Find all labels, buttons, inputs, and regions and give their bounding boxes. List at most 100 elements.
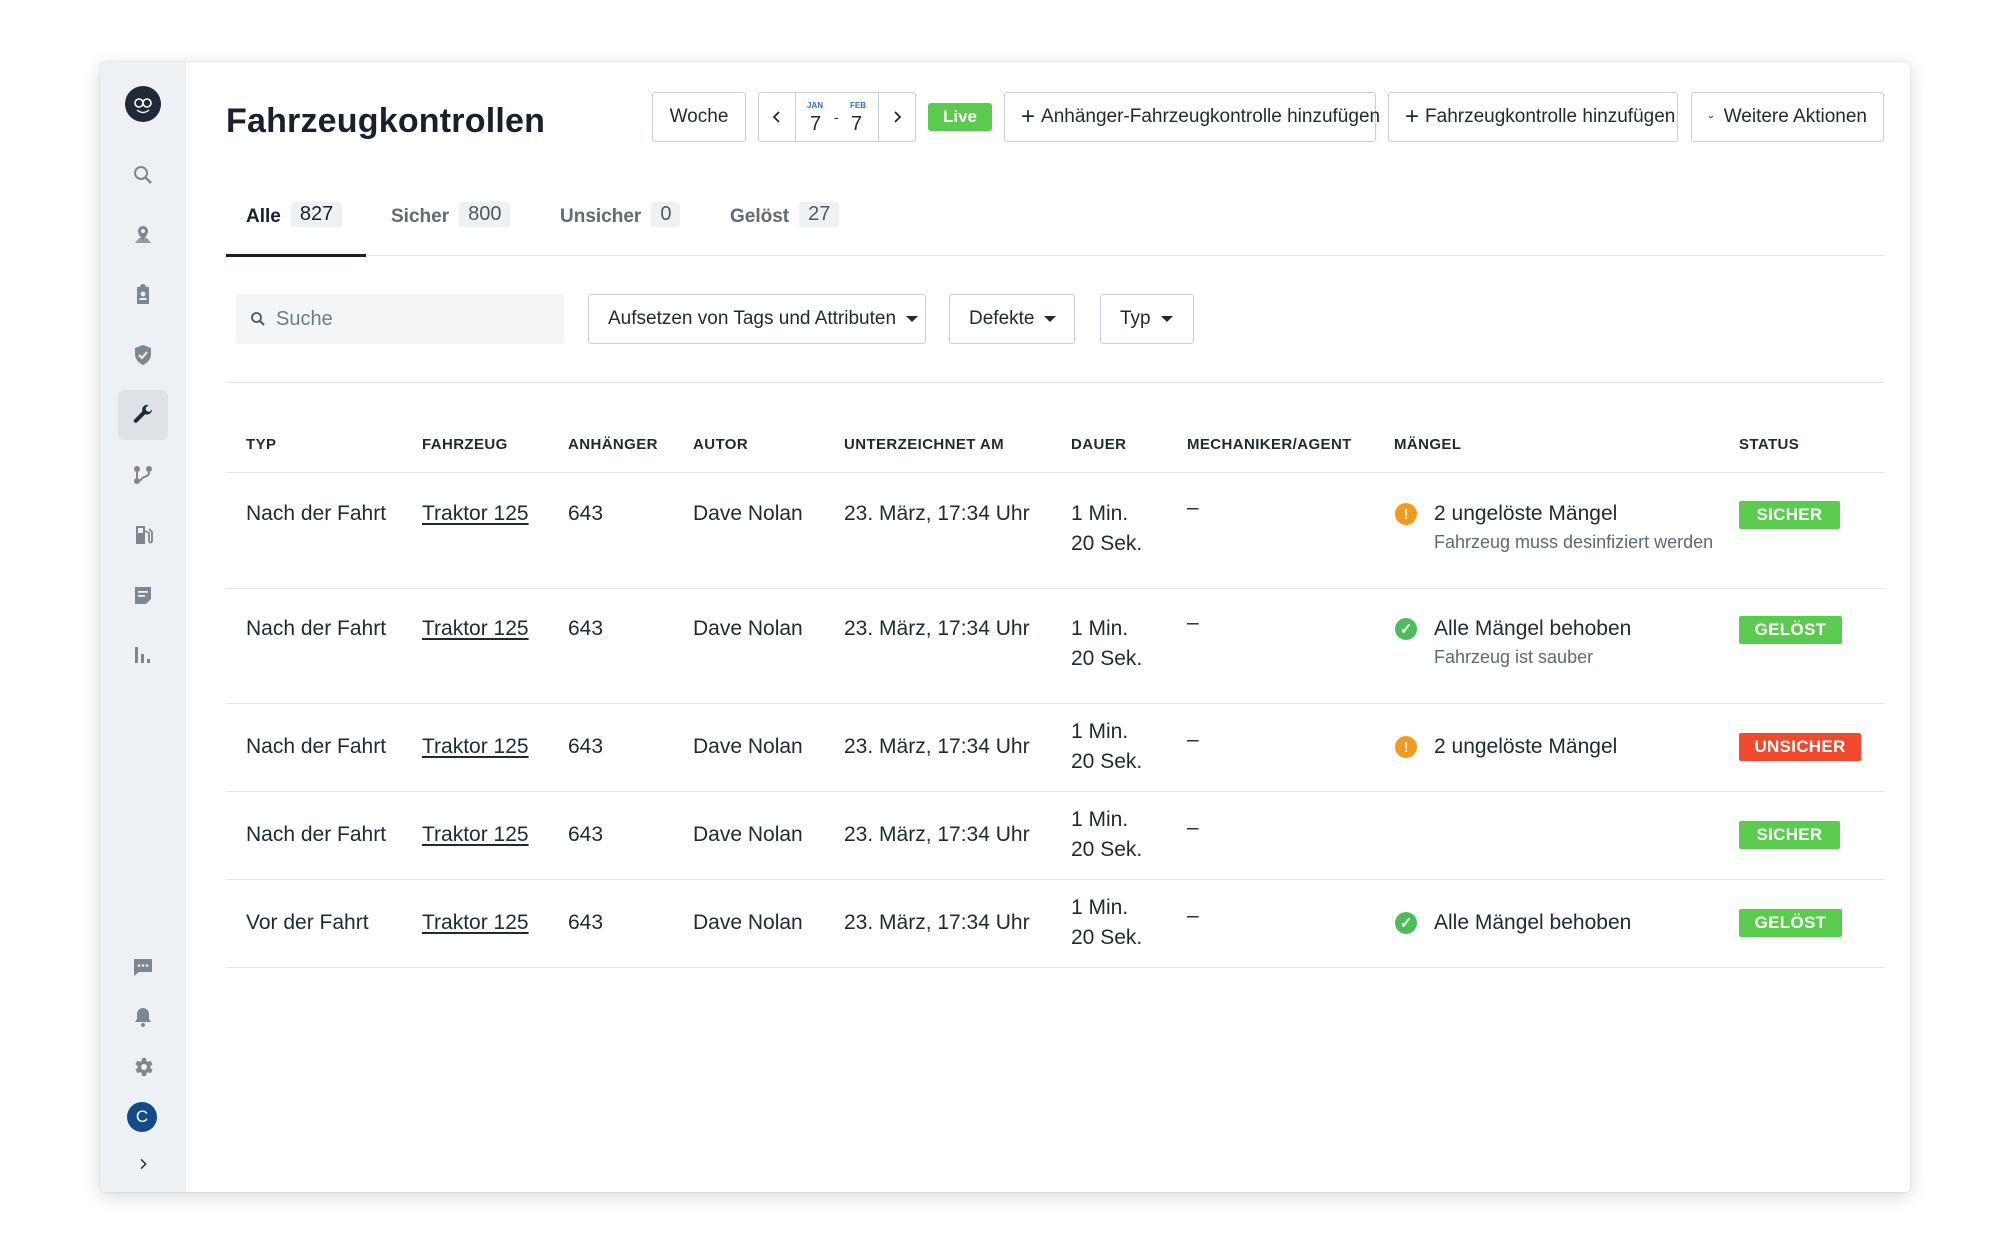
defect-summary: 2 ungelöste Mängel xyxy=(1434,735,1618,758)
cell-defects: 2 ungelöste Mängel Fahrzeug muss desinfi… xyxy=(1434,499,1713,555)
cell-signed: 23. März, 17:34 Uhr xyxy=(844,502,1030,525)
sidebar-item-map[interactable] xyxy=(118,210,168,260)
page-title: Fahrzeugkontrollen xyxy=(226,102,546,140)
date-range-display[interactable]: JAN 7 - FEB 7 xyxy=(795,93,879,141)
column-header-mechanic[interactable]: MECHANIKER/AGENT xyxy=(1187,436,1352,453)
column-header-author[interactable]: AUTOR xyxy=(693,436,749,453)
previous-period-button[interactable] xyxy=(759,93,795,141)
chevron-right-icon xyxy=(894,111,902,123)
cell-author: Dave Nolan xyxy=(693,823,803,846)
date-separator: - xyxy=(834,109,839,125)
vehicle-link[interactable]: Traktor 125 xyxy=(422,502,529,525)
table-row[interactable]: Nach der Fahrt Traktor 125 643 Dave Nola… xyxy=(226,588,1884,704)
map-pin-icon xyxy=(135,226,151,243)
next-period-button[interactable] xyxy=(879,93,915,141)
sidebar-item-search[interactable] xyxy=(118,150,168,200)
cell-author: Dave Nolan xyxy=(693,735,803,758)
search-icon xyxy=(134,166,152,184)
add-inspection-label: Fahrzeugkontrolle hinzufügen xyxy=(1425,106,1676,127)
sidebar-item-reports[interactable] xyxy=(118,570,168,620)
tab-count: 827 xyxy=(290,202,343,227)
sidebar-item-notifications[interactable] xyxy=(118,992,168,1042)
sidebar-item-fuel[interactable] xyxy=(118,510,168,560)
sidebar-item-documents[interactable] xyxy=(118,270,168,320)
vehicle-link[interactable]: Traktor 125 xyxy=(422,823,529,846)
column-header-status[interactable]: STATUS xyxy=(1739,436,1800,453)
warning-icon: ! xyxy=(1395,503,1417,525)
column-header-type[interactable]: TYP xyxy=(246,436,277,453)
add-trailer-inspection-button[interactable]: + Anhänger-Fahrzeugkontrolle hinzufügen xyxy=(1004,92,1380,142)
tab-count: 0 xyxy=(651,202,681,227)
cell-author: Dave Nolan xyxy=(693,502,803,525)
column-header-vehicle[interactable]: FAHRZEUG xyxy=(422,436,508,453)
column-header-signed[interactable]: UNTERZEICHNET AM xyxy=(844,436,1005,453)
sidebar-item-messages[interactable] xyxy=(118,942,168,992)
column-header-duration[interactable]: DAUER xyxy=(1071,436,1127,453)
caret-down-icon xyxy=(1044,316,1057,322)
sidebar-item-settings[interactable] xyxy=(118,1042,168,1092)
cell-mechanic: – xyxy=(1187,728,1199,751)
vehicle-link[interactable]: Traktor 125 xyxy=(422,735,529,758)
vehicle-link[interactable]: Traktor 125 xyxy=(422,911,529,934)
bar-chart-icon xyxy=(135,647,150,663)
app-logo[interactable] xyxy=(125,86,161,122)
chevron-right-icon xyxy=(140,1158,147,1170)
cell-trailer: 643 xyxy=(568,617,604,640)
status-tabs: Alle 827 Sicher 800 Unsicher 0 Gelöst 27 xyxy=(226,202,1884,257)
tags-filter-dropdown[interactable]: Aufsetzen von Tags und Attributen xyxy=(588,294,926,344)
tab-all[interactable]: Alle 827 xyxy=(226,202,366,257)
cell-type: Nach der Fahrt xyxy=(246,735,387,758)
chevron-left-icon xyxy=(772,111,780,123)
search-icon xyxy=(251,312,265,326)
defect-summary: Alle Mängel behoben xyxy=(1434,617,1632,640)
bell-icon xyxy=(135,1008,151,1027)
period-select-button[interactable]: Woche xyxy=(652,92,746,142)
sidebar-item-analytics[interactable] xyxy=(118,630,168,680)
tab-safe[interactable]: Sicher 800 xyxy=(391,202,511,255)
user-avatar[interactable]: C xyxy=(127,1102,157,1132)
sidebar: C xyxy=(100,62,186,1192)
route-icon xyxy=(134,466,152,484)
tab-resolved[interactable]: Gelöst 27 xyxy=(730,202,840,255)
live-toggle-button[interactable]: Live xyxy=(928,103,992,131)
sidebar-expand-button[interactable] xyxy=(118,1144,168,1184)
chat-icon xyxy=(134,959,152,976)
cell-mechanic: – xyxy=(1187,816,1199,839)
cell-duration-minutes: 1 Min. xyxy=(1071,617,1129,640)
caret-down-icon xyxy=(1160,316,1173,322)
add-trailer-inspection-label: Anhänger-Fahrzeugkontrolle hinzufügen xyxy=(1041,106,1381,127)
cell-type: Nach der Fahrt xyxy=(246,502,387,525)
table-row[interactable]: Nach der Fahrt Traktor 125 643 Dave Nola… xyxy=(226,791,1884,880)
divider xyxy=(226,382,1884,383)
cell-type: Nach der Fahrt xyxy=(246,617,387,640)
table-row[interactable]: Nach der Fahrt Traktor 125 643 Dave Nola… xyxy=(226,473,1884,589)
cell-duration-minutes: 1 Min. xyxy=(1071,502,1129,525)
cell-signed: 23. März, 17:34 Uhr xyxy=(844,911,1030,934)
defect-summary: Alle Mängel behoben xyxy=(1434,911,1632,934)
column-header-defects[interactable]: MÄNGEL xyxy=(1394,436,1462,453)
status-badge: GELÖST xyxy=(1739,909,1842,937)
wrench-icon xyxy=(133,404,153,423)
add-inspection-button[interactable]: + Fahrzeugkontrolle hinzufügen xyxy=(1388,92,1678,142)
cell-trailer: 643 xyxy=(568,911,604,934)
cell-mechanic: – xyxy=(1187,904,1199,927)
table-row[interactable]: Vor der Fahrt Traktor 125 643 Dave Nolan… xyxy=(226,879,1884,968)
table-row[interactable]: Nach der Fahrt Traktor 125 643 Dave Nola… xyxy=(226,703,1884,792)
cell-duration-seconds: 20 Sek. xyxy=(1071,838,1143,861)
type-filter-dropdown[interactable]: Typ xyxy=(1100,294,1194,344)
cell-defects: Alle Mängel behoben Fahrzeug ist sauber xyxy=(1434,614,1631,670)
search-input[interactable]: Suche xyxy=(236,294,564,344)
status-badge: GELÖST xyxy=(1739,616,1842,644)
vehicle-link[interactable]: Traktor 125 xyxy=(422,617,529,640)
sidebar-item-routes[interactable] xyxy=(118,450,168,500)
date-range-picker: JAN 7 - FEB 7 xyxy=(758,92,916,142)
cell-duration-seconds: 20 Sek. xyxy=(1071,926,1143,949)
cell-duration-seconds: 20 Sek. xyxy=(1071,647,1143,670)
tab-unsafe[interactable]: Unsicher 0 xyxy=(560,202,681,255)
cell-duration-minutes: 1 Min. xyxy=(1071,720,1129,743)
more-actions-button[interactable]: Weitere Aktionen xyxy=(1691,92,1884,142)
sidebar-item-maintenance[interactable] xyxy=(118,390,168,440)
defects-filter-dropdown[interactable]: Defekte xyxy=(949,294,1075,344)
sidebar-item-safety[interactable] xyxy=(118,330,168,380)
column-header-trailer[interactable]: ANHÄNGER xyxy=(568,436,658,453)
